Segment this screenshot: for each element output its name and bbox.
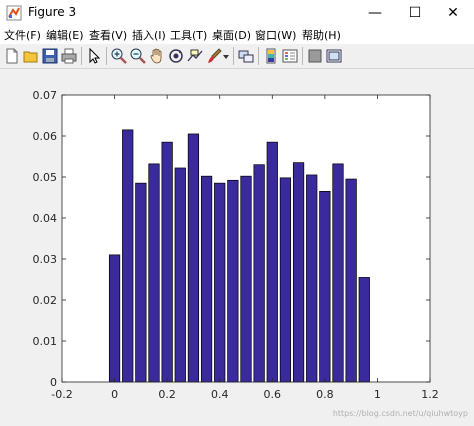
y-tick-label: 0.05 <box>33 171 58 184</box>
bar <box>148 163 160 383</box>
bar <box>227 179 239 383</box>
menu-tools[interactable]: 工具(T) <box>170 29 208 42</box>
bar <box>292 162 305 383</box>
x-tick-label: 0.6 <box>264 388 282 401</box>
y-tick-label: 0.07 <box>33 89 58 102</box>
link-plot-icon[interactable] <box>237 47 255 65</box>
bar <box>266 141 278 383</box>
window-title: Figure 3 <box>28 5 77 19</box>
dropdown-arrow-icon[interactable] <box>222 47 230 65</box>
toolbar-separator <box>106 47 107 65</box>
x-tick-label: -0.2 <box>51 388 72 401</box>
bar <box>319 190 331 383</box>
bar <box>332 163 344 383</box>
y-tick-label: 0 <box>50 376 57 389</box>
menu-file[interactable]: 文件(F) <box>4 29 41 42</box>
open-file-icon[interactable] <box>22 47 40 65</box>
minimize-button[interactable]: — <box>368 5 382 21</box>
menu-bar: 文件(F) 编辑(E) 查看(V) 插入(I) 工具(T) 桌面(D) 窗口(W… <box>0 26 474 44</box>
toolbar-separator <box>258 47 259 65</box>
menu-view[interactable]: 查看(V) <box>89 29 128 42</box>
bar <box>253 164 265 383</box>
bar <box>214 182 226 383</box>
colorbar-icon[interactable] <box>262 47 280 65</box>
x-tick-label: 0.4 <box>211 388 229 401</box>
bar <box>108 254 121 383</box>
close-button[interactable]: ✕ <box>447 5 459 21</box>
bar <box>200 175 213 383</box>
figure-area: -0.2 0 0.2 0.4 0.6 0.8 1 1.2 0 0.01 0.02 0.03 0.04 0… <box>0 69 474 422</box>
x-tick-label: 1.2 <box>421 388 439 401</box>
bar <box>306 174 318 383</box>
hide-plot-tools-icon[interactable] <box>306 47 324 65</box>
rotate-3d-icon[interactable] <box>167 47 185 65</box>
pan-hand-icon[interactable] <box>148 47 166 65</box>
save-icon[interactable] <box>41 47 59 65</box>
x-tick-label: 1 <box>374 388 381 401</box>
bar <box>161 141 173 383</box>
print-icon[interactable] <box>60 47 78 65</box>
data-cursor-icon[interactable] <box>186 47 204 65</box>
y-axis: 0 0.01 0.02 0.03 0.04 0.05 0.06 0.07 <box>33 89 430 389</box>
select-arrow-icon[interactable] <box>85 47 103 65</box>
bars-group <box>108 129 370 383</box>
matlab-figure-icon <box>6 5 22 21</box>
x-tick-label: 0 <box>111 388 118 401</box>
bar <box>279 177 292 383</box>
y-tick-label: 0.04 <box>33 212 58 225</box>
menu-insert[interactable]: 插入(I) <box>132 29 166 42</box>
toolbar-separator <box>233 47 234 65</box>
axes[interactable]: -0.2 0 0.2 0.4 0.6 0.8 1 1.2 00.010.020.030.040… <box>33 89 439 401</box>
bar <box>135 182 147 383</box>
watermark-text: https://blog.csdn.net/u/qiuhwtoyp <box>332 409 468 418</box>
bar-chart[interactable]: -0.2 0 0.2 0.4 0.6 0.8 1 1.2 00.010.020.030.040… <box>0 69 474 422</box>
x-tick-label: 0.2 <box>158 388 176 401</box>
toolbar-separator <box>302 47 303 65</box>
bar <box>187 133 200 383</box>
menu-help[interactable]: 帮助(H) <box>302 29 341 42</box>
bar <box>240 175 252 383</box>
axes-box <box>61 94 431 383</box>
title-bar: Figure 3 — ☐ ✕ <box>0 0 474 26</box>
new-figure-icon[interactable] <box>3 47 21 65</box>
bar <box>122 129 134 383</box>
y-tick-label: 0.06 <box>33 130 58 143</box>
zoom-in-icon[interactable] <box>110 47 128 65</box>
figure-toolbar <box>0 44 474 69</box>
maximize-button[interactable]: ☐ <box>408 5 422 21</box>
show-plot-tools-icon[interactable] <box>325 47 343 65</box>
x-tick-label: 0.8 <box>316 388 334 401</box>
y-tick-label: 0.03 <box>33 253 58 266</box>
menu-edit[interactable]: 编辑(E) <box>46 29 84 42</box>
bar <box>174 167 186 383</box>
zoom-out-icon[interactable] <box>129 47 147 65</box>
toolbar-separator <box>81 47 82 65</box>
y-tick-label: 0.01 <box>33 335 58 348</box>
x-axis: -0.2 0 0.2 0.4 0.6 0.8 1 1.2 <box>51 95 439 401</box>
bar <box>358 277 370 383</box>
menu-window[interactable]: 窗口(W) <box>255 29 297 42</box>
legend-icon[interactable] <box>281 47 299 65</box>
menu-desktop[interactable]: 桌面(D) <box>212 29 252 42</box>
y-tick-label: 0.02 <box>33 294 58 307</box>
bar <box>345 178 357 383</box>
brush-icon[interactable] <box>205 47 223 65</box>
